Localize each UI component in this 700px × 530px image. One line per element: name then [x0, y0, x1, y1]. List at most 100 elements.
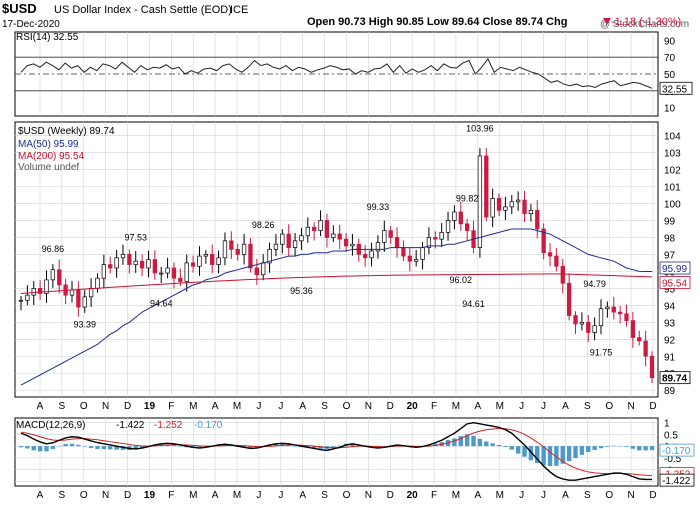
- macd-histogram-bar: [509, 446, 514, 450]
- candle-body: [146, 259, 151, 269]
- macd-histogram-bar: [573, 446, 578, 459]
- watermark: @ StockCharts.com: [600, 19, 689, 30]
- candle-body: [184, 262, 189, 282]
- price-last-value-ma50: 95.99: [662, 264, 687, 275]
- macd-histogram-bar: [44, 446, 49, 452]
- price-annotation: 93.39: [73, 320, 96, 330]
- macd-histogram-bar: [471, 435, 476, 447]
- price-y-tick-label: 99: [664, 216, 676, 227]
- x-tick-label: S: [59, 401, 66, 412]
- x-tick-label: O: [605, 490, 613, 501]
- macd-legend-title: MACD(12,26,9): [16, 420, 85, 431]
- rsi-last-value-box: [659, 81, 693, 95]
- x-tick-label: F: [168, 490, 174, 501]
- price-y-tick-label: 104: [664, 132, 681, 143]
- macd-histogram-bar: [76, 444, 81, 447]
- candle-body: [120, 254, 126, 259]
- x-tick-label: D: [124, 490, 131, 501]
- x-tick-label: A: [299, 490, 306, 501]
- candle-body: [407, 255, 412, 262]
- candle-body: [420, 247, 425, 260]
- candle-body: [541, 228, 546, 254]
- macd-histogram-bar: [286, 444, 291, 447]
- candle-body: [369, 250, 374, 259]
- candle-body: [516, 199, 521, 203]
- x-tick-label: 20: [407, 401, 419, 412]
- candle-body: [280, 233, 285, 245]
- x-tick-label: A: [212, 401, 219, 412]
- macd-histogram-bar: [69, 443, 75, 447]
- candle-body: [44, 279, 49, 294]
- macd-histogram-bar: [248, 446, 253, 449]
- macd-histogram-bar: [554, 446, 559, 466]
- macd-histogram-bar: [311, 446, 317, 449]
- candle-body: [25, 294, 30, 301]
- x-tick-label: N: [627, 490, 634, 501]
- price-annotation: 97.53: [124, 232, 147, 242]
- x-tick-label: A: [212, 490, 219, 501]
- candle-body: [171, 267, 177, 279]
- macd-histogram-bar: [541, 446, 546, 466]
- price-y-tick-label: 103: [664, 149, 681, 160]
- candle-body: [18, 299, 24, 302]
- macd-histogram-bar: [337, 445, 342, 447]
- x-tick-label: M: [452, 401, 460, 412]
- x-tick-label: 19: [144, 490, 156, 501]
- x-tick-label: D: [649, 490, 656, 501]
- candle-body: [433, 237, 438, 240]
- price-annotation: 95.36: [290, 286, 313, 296]
- macd-histogram-bar: [490, 443, 495, 447]
- price-last-box-ma200: [659, 276, 691, 289]
- x-tick-label: J: [256, 490, 261, 501]
- candle-body: [426, 237, 432, 248]
- macd-histogram-bar: [503, 446, 508, 448]
- macd-histogram-bar: [37, 446, 43, 452]
- x-tick-label: A: [475, 490, 482, 501]
- x-tick-label: O: [605, 401, 613, 412]
- x-tick-label: N: [102, 490, 109, 501]
- x-tick-label: O: [343, 490, 351, 501]
- x-tick-label: M: [189, 401, 197, 412]
- candle-body: [133, 260, 138, 265]
- macd-histogram-bar: [31, 446, 36, 451]
- price-annotation: 94.61: [462, 299, 485, 309]
- candle-body: [611, 306, 616, 313]
- candle-body: [503, 206, 508, 211]
- price-y-tick-label: 91: [664, 352, 676, 363]
- price-legend-ma200: MA(200) 95.54: [18, 151, 85, 162]
- candle-body: [484, 155, 489, 218]
- macd-histogram-bar: [637, 446, 642, 451]
- candle-body: [579, 321, 585, 325]
- macd-legend-macd: -1.422: [116, 420, 145, 431]
- macd-histogram-bar: [547, 446, 553, 467]
- price-last-box-close: [659, 371, 691, 385]
- macd-last-value-hist: -0.170: [662, 446, 691, 457]
- macd-histogram-bar: [57, 445, 62, 447]
- macd-histogram-bar: [560, 446, 565, 464]
- price-annotation: 99.33: [367, 202, 390, 212]
- macd-histogram-bar: [458, 436, 463, 447]
- macd-histogram-bar: [605, 446, 610, 447]
- macd-histogram-bar: [477, 438, 483, 447]
- macd-histogram-bar: [318, 446, 323, 449]
- x-tick-label: J: [278, 401, 283, 412]
- candle-body: [324, 220, 330, 238]
- x-tick-label: N: [365, 490, 372, 501]
- candle-body: [554, 255, 559, 267]
- x-tick-label: J: [519, 490, 524, 501]
- macd-histogram-bar: [95, 446, 100, 449]
- ma200-line: [20, 273, 653, 294]
- rsi-line: [20, 57, 653, 89]
- x-tick-label: D: [387, 490, 394, 501]
- macd-histogram-bar: [566, 446, 572, 462]
- price-y-tick-label: 89: [664, 386, 676, 397]
- price-annotation: 94.64: [150, 298, 173, 308]
- macd-histogram-bar: [496, 444, 502, 447]
- candle-body: [337, 233, 342, 240]
- x-tick-label: N: [627, 401, 634, 412]
- macd-histogram-bar: [50, 446, 56, 449]
- candle-body: [573, 315, 578, 325]
- macd-histogram-bar: [133, 446, 138, 450]
- x-tick-label: A: [475, 401, 482, 412]
- x-tick-label: S: [59, 490, 66, 501]
